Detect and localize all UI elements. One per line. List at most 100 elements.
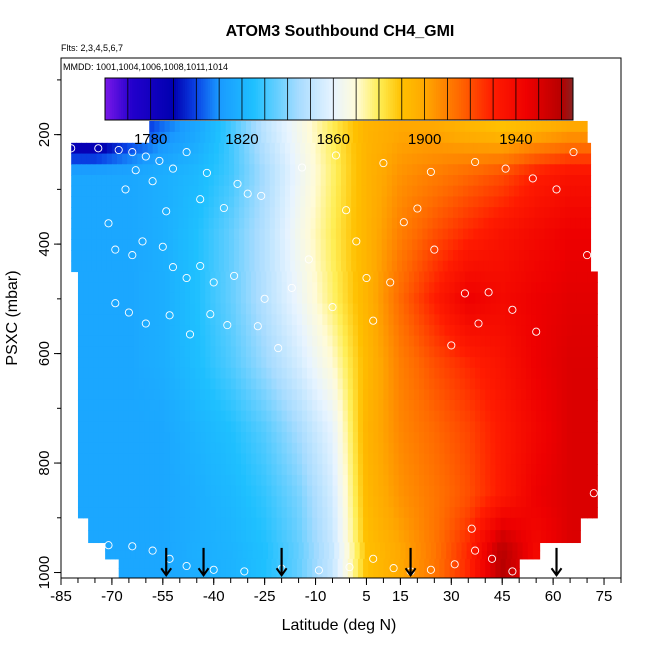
heatmap-cell bbox=[127, 142, 133, 155]
heatmap-cell bbox=[434, 131, 441, 144]
heatmap-cell bbox=[276, 303, 283, 315]
heatmap-cell bbox=[103, 292, 110, 305]
heatmap-cell bbox=[159, 464, 166, 476]
heatmap-cell bbox=[98, 378, 105, 390]
heatmap-cell bbox=[502, 550, 508, 560]
heatmap-cell bbox=[388, 517, 395, 531]
colorbar-segment bbox=[168, 78, 172, 120]
heatmap-cell bbox=[453, 250, 459, 262]
heatmap-cell bbox=[419, 485, 425, 497]
heatmap-cell bbox=[256, 399, 262, 412]
heatmap-cell bbox=[149, 399, 155, 412]
heatmap-cell bbox=[145, 550, 152, 560]
heatmap-cell bbox=[352, 474, 359, 487]
heatmap-cell bbox=[503, 207, 510, 219]
heatmap-cell bbox=[103, 410, 110, 423]
colorbar-segment bbox=[392, 78, 396, 120]
heatmap-cell bbox=[186, 550, 193, 560]
heatmap-cell bbox=[128, 485, 135, 497]
heatmap-cell bbox=[515, 303, 522, 315]
heatmap-cell bbox=[493, 250, 500, 262]
heatmap-cell bbox=[459, 292, 466, 305]
heatmap-cell bbox=[417, 250, 424, 262]
heatmap-cell bbox=[251, 432, 257, 444]
heatmap-cell bbox=[571, 131, 578, 144]
heatmap-cell bbox=[483, 217, 490, 230]
heatmap-cell bbox=[249, 228, 256, 240]
heatmap-cell bbox=[327, 568, 334, 578]
heatmap-cell bbox=[439, 453, 446, 465]
heatmap-cell bbox=[234, 217, 240, 230]
heatmap-cell bbox=[184, 474, 191, 487]
heatmap-cell bbox=[541, 485, 547, 497]
heatmap-cell bbox=[154, 378, 161, 390]
heatmap-cell bbox=[576, 314, 583, 326]
heatmap-cell bbox=[164, 357, 171, 369]
heatmap-cell bbox=[133, 517, 140, 531]
heatmap-cell bbox=[335, 142, 342, 155]
heatmap-cell bbox=[225, 410, 232, 423]
heatmap-cell bbox=[352, 530, 359, 544]
heatmap-cell bbox=[475, 346, 481, 358]
heatmap-cell bbox=[393, 410, 400, 423]
heatmap-cell bbox=[383, 410, 390, 423]
heatmap-cell bbox=[184, 530, 191, 544]
heatmap-cell bbox=[464, 271, 471, 283]
heatmap-cell bbox=[162, 260, 169, 273]
heatmap-cell bbox=[531, 453, 537, 465]
heatmap-cell bbox=[437, 153, 444, 165]
colorbar-segment bbox=[515, 78, 519, 120]
heatmap-cell bbox=[225, 421, 232, 433]
heatmap-cell bbox=[495, 421, 502, 433]
heatmap-cell bbox=[120, 542, 127, 552]
heatmap-cell bbox=[546, 464, 553, 476]
heatmap-cell bbox=[159, 292, 166, 305]
heatmap-cell bbox=[256, 432, 262, 444]
heatmap-cell bbox=[159, 485, 166, 497]
observation-point bbox=[450, 560, 459, 569]
heatmap-cell bbox=[357, 496, 364, 508]
heatmap-cell bbox=[405, 550, 412, 560]
heatmap-cell bbox=[486, 542, 493, 552]
heatmap-cell bbox=[391, 239, 398, 251]
heatmap-cell bbox=[536, 485, 542, 497]
heatmap-cell bbox=[322, 432, 329, 444]
heatmap-cell bbox=[549, 142, 556, 155]
heatmap-cell bbox=[296, 517, 303, 531]
heatmap-cell bbox=[296, 303, 303, 315]
heatmap-cell bbox=[519, 142, 525, 155]
heatmap-cell bbox=[93, 271, 99, 283]
heatmap-cell bbox=[271, 496, 278, 508]
heatmap-cell bbox=[361, 185, 368, 198]
heatmap-cell bbox=[266, 292, 273, 305]
heatmap-cell bbox=[113, 485, 120, 497]
heatmap-cell bbox=[473, 260, 480, 273]
heatmap-cell bbox=[386, 217, 393, 230]
heatmap-cell bbox=[488, 185, 495, 198]
heatmap-cell bbox=[505, 421, 512, 433]
heatmap-cell bbox=[317, 271, 323, 283]
heatmap-cell bbox=[115, 542, 121, 552]
heatmap-cell bbox=[475, 389, 481, 401]
heatmap-cell bbox=[376, 164, 383, 176]
heatmap-cell bbox=[247, 550, 254, 560]
heatmap-cell bbox=[363, 378, 369, 390]
heatmap-cell bbox=[164, 292, 171, 305]
x-tick-label: -55 bbox=[152, 588, 174, 605]
heatmap-cell bbox=[144, 357, 150, 369]
heatmap-cell bbox=[307, 292, 313, 305]
heatmap-cell bbox=[225, 517, 232, 531]
heatmap-cell bbox=[149, 558, 155, 570]
heatmap-cell bbox=[480, 530, 486, 544]
heatmap-cell bbox=[505, 453, 512, 465]
heatmap-cell bbox=[137, 239, 144, 251]
heatmap-cell bbox=[551, 389, 558, 401]
colorbar-segment bbox=[381, 78, 385, 120]
heatmap-cell bbox=[154, 517, 161, 531]
heatmap-cell bbox=[307, 558, 313, 570]
heatmap-cell bbox=[274, 164, 281, 176]
heatmap-cell bbox=[576, 346, 583, 358]
colorbar-segment bbox=[360, 78, 364, 120]
heatmap-cell bbox=[169, 530, 176, 544]
heatmap-cell bbox=[159, 558, 166, 570]
